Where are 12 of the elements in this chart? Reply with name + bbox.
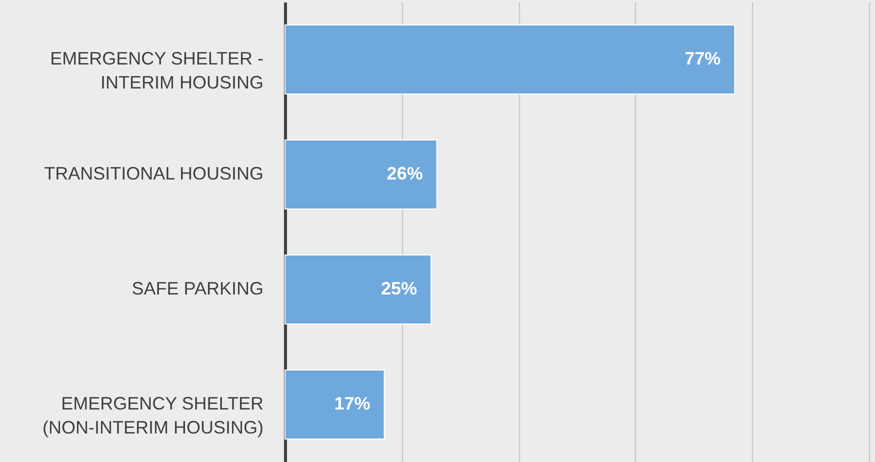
y-tick-label: EMERGENCY SHELTER (NON-INTERIM HOUSING) xyxy=(42,394,264,438)
y-tick-label: EMERGENCY SHELTER - INTERIM HOUSING xyxy=(50,48,264,92)
bar xyxy=(284,254,432,324)
y-tick-label: SAFE PARKING xyxy=(132,278,264,298)
bar xyxy=(284,370,385,440)
bar xyxy=(284,24,736,94)
data-label: 77% xyxy=(684,48,721,68)
y-tick-label: TRANSITIONAL HOUSING xyxy=(44,164,264,184)
data-label: 25% xyxy=(380,278,417,298)
data-label: 26% xyxy=(386,164,423,184)
bar xyxy=(284,140,438,210)
data-label: 17% xyxy=(334,394,370,414)
